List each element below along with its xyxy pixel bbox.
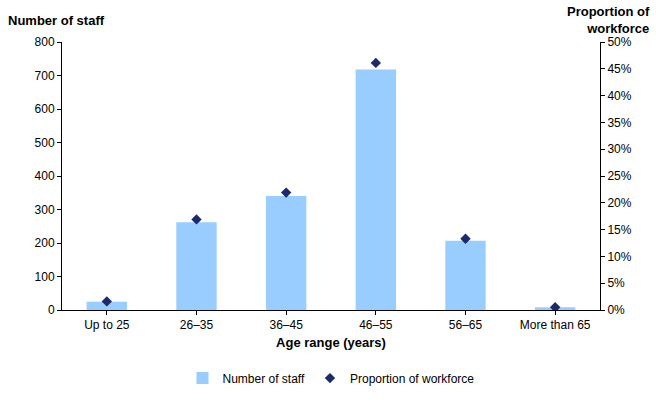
svg-text:Proportion ofworkforce: Proportion ofworkforce	[567, 4, 650, 36]
svg-text:500: 500	[35, 136, 55, 150]
svg-text:40%: 40%	[607, 89, 631, 103]
svg-text:600: 600	[35, 102, 55, 116]
svg-text:56–65: 56–65	[449, 318, 483, 332]
svg-text:20%: 20%	[607, 196, 631, 210]
svg-text:45%: 45%	[607, 62, 631, 76]
svg-text:Age range (years): Age range (years)	[276, 335, 386, 350]
svg-text:10%: 10%	[607, 250, 631, 264]
svg-text:0: 0	[48, 303, 55, 317]
svg-text:26–35: 26–35	[180, 318, 214, 332]
svg-text:15%: 15%	[607, 223, 631, 237]
svg-text:Up to 25: Up to 25	[84, 318, 130, 332]
svg-text:400: 400	[35, 169, 55, 183]
svg-text:Number of staff: Number of staff	[223, 372, 305, 386]
svg-text:35%: 35%	[607, 116, 631, 130]
svg-text:46–55: 46–55	[359, 318, 393, 332]
svg-text:50%: 50%	[607, 35, 631, 49]
svg-text:200: 200	[35, 236, 55, 250]
svg-text:Number of staff: Number of staff	[8, 13, 105, 28]
svg-text:100: 100	[35, 270, 55, 284]
svg-text:More than 65: More than 65	[520, 318, 591, 332]
svg-text:30%: 30%	[607, 142, 631, 156]
svg-text:800: 800	[35, 35, 55, 49]
svg-text:25%: 25%	[607, 169, 631, 183]
svg-text:0%: 0%	[607, 303, 625, 317]
svg-text:Proportion of workforce: Proportion of workforce	[350, 372, 474, 386]
svg-text:5%: 5%	[607, 276, 625, 290]
svg-text:36–45: 36–45	[269, 318, 303, 332]
svg-text:700: 700	[35, 69, 55, 83]
svg-text:300: 300	[35, 203, 55, 217]
